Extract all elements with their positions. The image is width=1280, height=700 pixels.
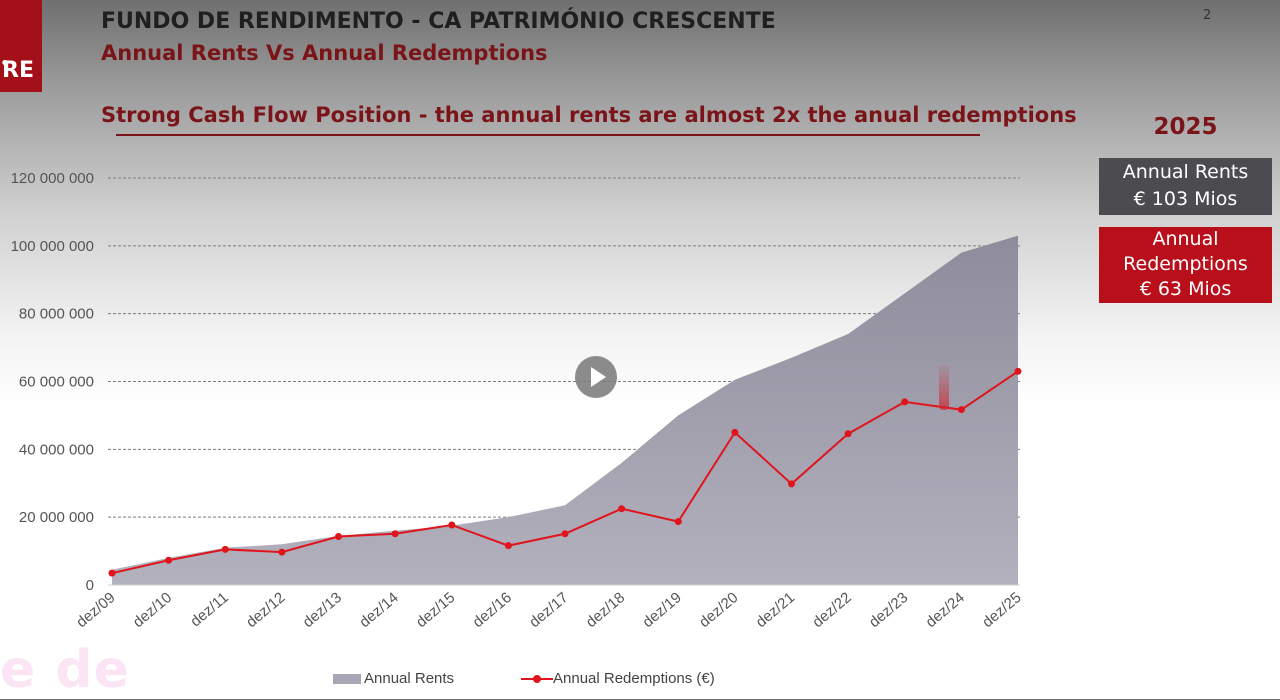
legend-rents-label: Annual Rents <box>364 670 455 687</box>
redemptions-point <box>674 518 682 526</box>
redemptions-point <box>957 406 965 414</box>
red-smudge-artifact <box>939 364 949 410</box>
legend-item-redemptions: Annual Redemptions (€) <box>521 670 715 687</box>
redemptions-point <box>335 532 342 540</box>
corner-logo-text: RE <box>2 58 34 83</box>
x-tick-label: dez/18 <box>583 589 628 631</box>
x-tick-label: dez/12 <box>243 589 288 631</box>
x-tick-label: dez/10 <box>130 589 175 631</box>
redemptions-point <box>278 548 286 556</box>
legend-item-rents: Annual Rents <box>333 670 454 687</box>
x-tick-label: dez/15 <box>413 589 458 631</box>
page-title: FUNDO DE RENDIMENTO - CA PATRIMÓNIO CRES… <box>101 9 776 34</box>
y-tick-label: 120 000 000 <box>11 170 94 187</box>
rents-summary-box: Annual Rents € 103 Mios <box>1099 158 1272 215</box>
y-tick-label: 20 000 000 <box>19 509 94 526</box>
x-tick-label: dez/20 <box>696 589 741 631</box>
corner-logo-dot: o <box>2 58 9 68</box>
redemptions-point <box>504 542 512 550</box>
redemptions-summary-box: Annual Redemptions € 63 Mios <box>1099 227 1272 303</box>
x-tick-label: dez/22 <box>809 589 854 631</box>
x-tick-label: dez/11 <box>187 589 232 630</box>
legend-line-swatch <box>521 673 553 685</box>
headline: Strong Cash Flow Position - the annual r… <box>101 103 1077 127</box>
x-tick-label: dez/19 <box>639 589 684 631</box>
y-tick-label: 40 000 000 <box>19 441 94 458</box>
redemptions-point <box>561 530 569 538</box>
x-tick-label: dez/24 <box>923 589 968 631</box>
x-tick-label: dez/21 <box>753 589 798 631</box>
x-tick-label: dez/23 <box>866 589 911 631</box>
headline-underline <box>116 134 980 136</box>
rents-area <box>112 235 1018 586</box>
x-tick-label: dez/13 <box>300 589 345 631</box>
y-tick-label: 0 <box>86 577 94 594</box>
redemptions-point <box>788 480 795 488</box>
redemptions-point <box>165 556 173 564</box>
redemptions-point <box>844 430 852 438</box>
redemptions-summary-label-2: Redemptions <box>1123 253 1248 275</box>
x-tick-label: dez/17 <box>526 589 571 631</box>
y-tick-label: 100 000 000 <box>11 238 94 255</box>
rents-summary-label: Annual Rents <box>1122 161 1249 183</box>
redemptions-point <box>108 569 116 577</box>
redemptions-point <box>448 521 456 529</box>
y-tick-label: 60 000 000 <box>19 374 94 391</box>
rents-summary-value: € 103 Mios <box>1133 188 1238 210</box>
redemptions-point <box>391 530 399 538</box>
y-tick-label: 80 000 000 <box>19 306 94 323</box>
x-tick-label: dez/16 <box>470 589 515 631</box>
watermark-text: e de <box>0 640 130 700</box>
redemptions-point <box>901 398 909 406</box>
redemptions-point <box>1014 367 1022 375</box>
redemptions-point <box>618 505 626 513</box>
x-tick-label: dez/14 <box>356 589 401 631</box>
redemptions-summary-value: € 63 Mios <box>1139 278 1232 300</box>
page-number: 2 <box>1203 8 1212 23</box>
x-tick-label: dez/25 <box>979 589 1024 631</box>
corner-logo: o RE <box>0 0 42 92</box>
page-subtitle: Annual Rents Vs Annual Redemptions <box>101 41 548 65</box>
x-tick-label: dez/09 <box>73 589 118 631</box>
redemptions-point <box>221 545 229 553</box>
play-button[interactable] <box>575 356 617 398</box>
redemptions-summary-label-1: Annual <box>1152 228 1219 250</box>
legend-redemptions-label: Annual Redemptions (€) <box>553 670 715 687</box>
summary-year: 2025 <box>1153 114 1218 140</box>
legend-area-swatch <box>333 674 361 685</box>
redemptions-point <box>731 428 739 436</box>
